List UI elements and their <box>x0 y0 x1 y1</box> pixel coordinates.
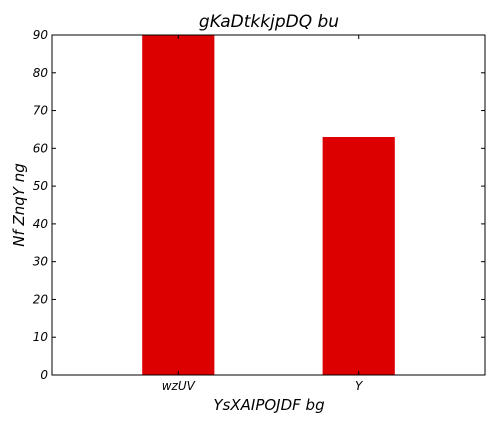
ticks-group: wzUV Y 0 10 20 30 40 50 60 70 80 90 <box>33 28 485 393</box>
y-tick-label: 70 <box>33 104 49 118</box>
y-tick-label: 50 <box>33 179 49 193</box>
plot-frame <box>51 34 486 376</box>
bar-Y <box>322 137 395 375</box>
y-tick-label: 90 <box>33 28 49 42</box>
y-tick-label: 0 <box>40 368 48 382</box>
x-axis-label: YsXAIPOJDF bg <box>213 396 324 414</box>
x-tick-label: Y <box>355 379 364 393</box>
y-tick-label: 40 <box>33 217 49 231</box>
y-tick-label: 80 <box>33 66 49 80</box>
x-tick-label: wzUV <box>162 379 196 393</box>
y-tick-label: 10 <box>33 330 49 344</box>
y-axis-label: Nf ZnqY ng <box>10 163 28 247</box>
y-tick-label: 60 <box>33 141 49 155</box>
bars-group <box>142 35 395 375</box>
y-tick-label: 20 <box>33 292 49 306</box>
bar-wzUV <box>142 35 215 375</box>
y-tick-label: 30 <box>33 255 49 269</box>
chart-title: gKaDtkkjpDQ bu <box>199 12 339 32</box>
